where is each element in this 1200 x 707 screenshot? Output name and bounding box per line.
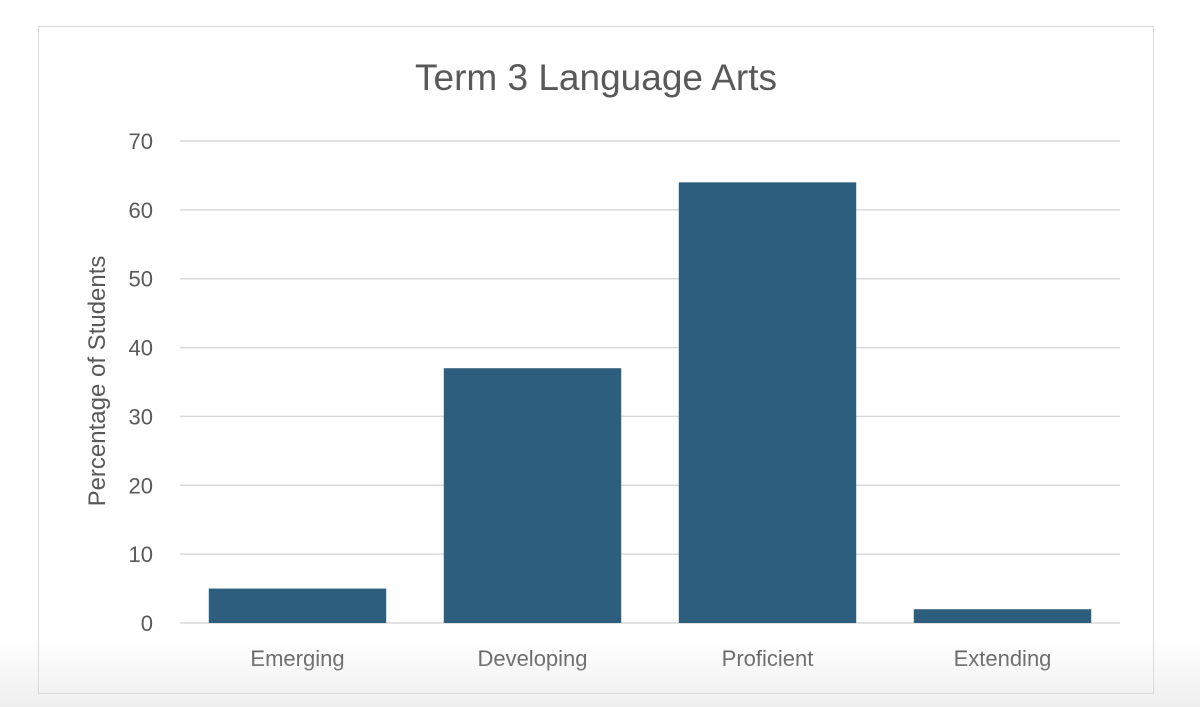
x-tick-label-extending: Extending [954, 646, 1052, 671]
bars [208, 182, 1092, 624]
bar-proficient [678, 182, 857, 624]
x-tick-labels: Emerging Developing Proficient Extending [250, 646, 1051, 671]
y-tick-label: 20 [129, 473, 153, 498]
x-tick-label-proficient: Proficient [722, 646, 814, 671]
x-tick-label-developing: Developing [477, 646, 587, 671]
y-tick-label: 10 [129, 542, 153, 567]
bar-developing [443, 368, 622, 623]
y-tick-label: 70 [129, 129, 153, 154]
y-tick-label: 50 [129, 267, 153, 292]
y-tick-label: 30 [129, 404, 153, 429]
y-tick-label: 60 [129, 198, 153, 223]
bar-emerging [208, 588, 387, 623]
y-tick-label: 0 [141, 611, 153, 636]
chart-title: Term 3 Language Arts [415, 57, 777, 98]
bar-extending [913, 609, 1092, 623]
y-tick-label: 40 [129, 336, 153, 361]
y-axis-title: Percentage of Students [84, 256, 111, 507]
gridlines [180, 140, 1120, 624]
y-tick-labels: 0 10 20 30 40 50 60 70 [129, 129, 153, 636]
x-tick-label-emerging: Emerging [250, 646, 344, 671]
